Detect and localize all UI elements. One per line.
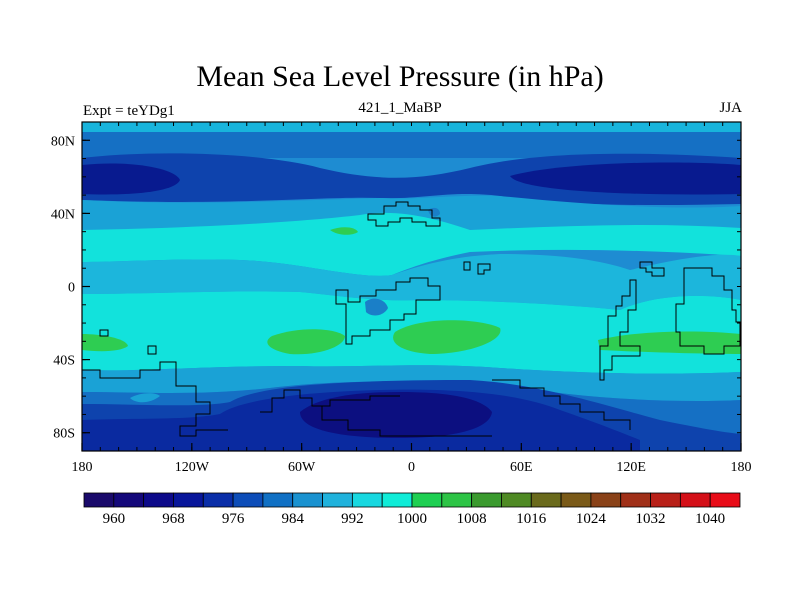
x-tick-label: 0 [408, 460, 415, 475]
colorbar-box [411, 492, 443, 508]
coast-islands-west [99, 329, 157, 355]
time-label: 421_1_MaBP [358, 100, 442, 116]
season-label: JJA [719, 100, 742, 116]
contour-high-atlantic-north [330, 227, 358, 235]
x-tick-label: 120W [175, 460, 210, 475]
colorbar-label: 1032 [635, 511, 666, 527]
coast-china [639, 261, 665, 277]
y-tick-label: 40S [53, 354, 75, 369]
colorbar-label: 1000 [397, 511, 427, 527]
contour-midlat-north [82, 195, 741, 232]
colorbar-box [441, 492, 473, 508]
contour-high-south-atlantic [393, 320, 501, 354]
coastlines [82, 201, 741, 437]
coast-africa [335, 277, 441, 345]
colorbar-box [351, 492, 383, 508]
pressure-contours [82, 122, 741, 451]
colorbar-box [620, 492, 651, 508]
colorbar-box [501, 492, 532, 508]
coast-arabia [463, 261, 491, 275]
contour-icelandic-low [510, 162, 741, 195]
colorbar-label: 984 [281, 511, 304, 527]
contour-high-indian [598, 331, 741, 354]
colorbar-label: 992 [341, 511, 364, 527]
colorbar-label: 1008 [456, 511, 487, 527]
colorbar-box [560, 492, 592, 508]
colorbar-box [650, 492, 681, 508]
colorbar-box [232, 492, 264, 508]
coast-antarctica-shelf [321, 406, 492, 437]
coast-europe [367, 201, 441, 227]
plot-title: Mean Sea Level Pressure (in hPa) [196, 60, 604, 93]
colorbar-box [530, 492, 562, 508]
x-tick-label: 120E [616, 460, 646, 475]
experiment-label: Expt = teYDg1 [83, 103, 175, 119]
colorbar-box [83, 492, 115, 508]
colorbar-box [471, 492, 502, 508]
colorbar-box [202, 492, 234, 508]
colorbar-box [381, 492, 413, 508]
contour-tropical-north [82, 212, 741, 276]
y-tick-label: 0 [68, 281, 75, 296]
coast-antarctica-west [260, 389, 400, 413]
y-tick-label: 80S [53, 427, 75, 442]
contour-small-1 [130, 393, 160, 403]
x-tick-label: 60E [510, 460, 533, 475]
colorbar-label: 960 [102, 511, 126, 527]
colorbar-box [113, 492, 145, 508]
y-tick-label: 80N [51, 134, 75, 149]
coast-south-america-tip [82, 361, 228, 437]
contour-southern-ocean-1 [82, 365, 741, 402]
map-axes: 180 120W 60W 0 60E 120E 180 80N 40N 0 40S 80S [51, 121, 752, 475]
contour-equatorial [82, 254, 741, 310]
y-tick-label: 40N [51, 207, 75, 222]
colorbar-box [322, 492, 353, 508]
contour-small-2 [365, 298, 388, 316]
colorbar-label: 1016 [516, 511, 547, 527]
contour-80n-band [82, 132, 741, 158]
colorbar-box [173, 492, 204, 508]
colorbar-label: 1040 [695, 511, 726, 527]
contour-aleutian-low [82, 163, 180, 195]
contour-north-edge [82, 122, 741, 132]
colorbar-label: 1024 [575, 511, 606, 527]
coast-indochina [599, 279, 641, 381]
colorbar-label: 976 [221, 511, 245, 527]
contour-high-south-pacific [267, 329, 345, 355]
colorbar-box [679, 492, 711, 508]
x-tick-label: 180 [72, 460, 93, 475]
colorbar-box [709, 492, 741, 508]
colorbar [83, 492, 741, 508]
colorbar-label: 968 [162, 511, 185, 527]
contour-high-west [82, 334, 128, 352]
colorbar-box [143, 492, 174, 508]
coast-australia-ne [675, 267, 741, 355]
colorbar-box [590, 492, 622, 508]
colorbar-box [262, 492, 294, 508]
coast-antarctica-east [492, 379, 631, 430]
x-tick-label: 60W [288, 460, 316, 475]
x-tick-label: 180 [731, 460, 752, 475]
colorbar-box [292, 492, 323, 508]
